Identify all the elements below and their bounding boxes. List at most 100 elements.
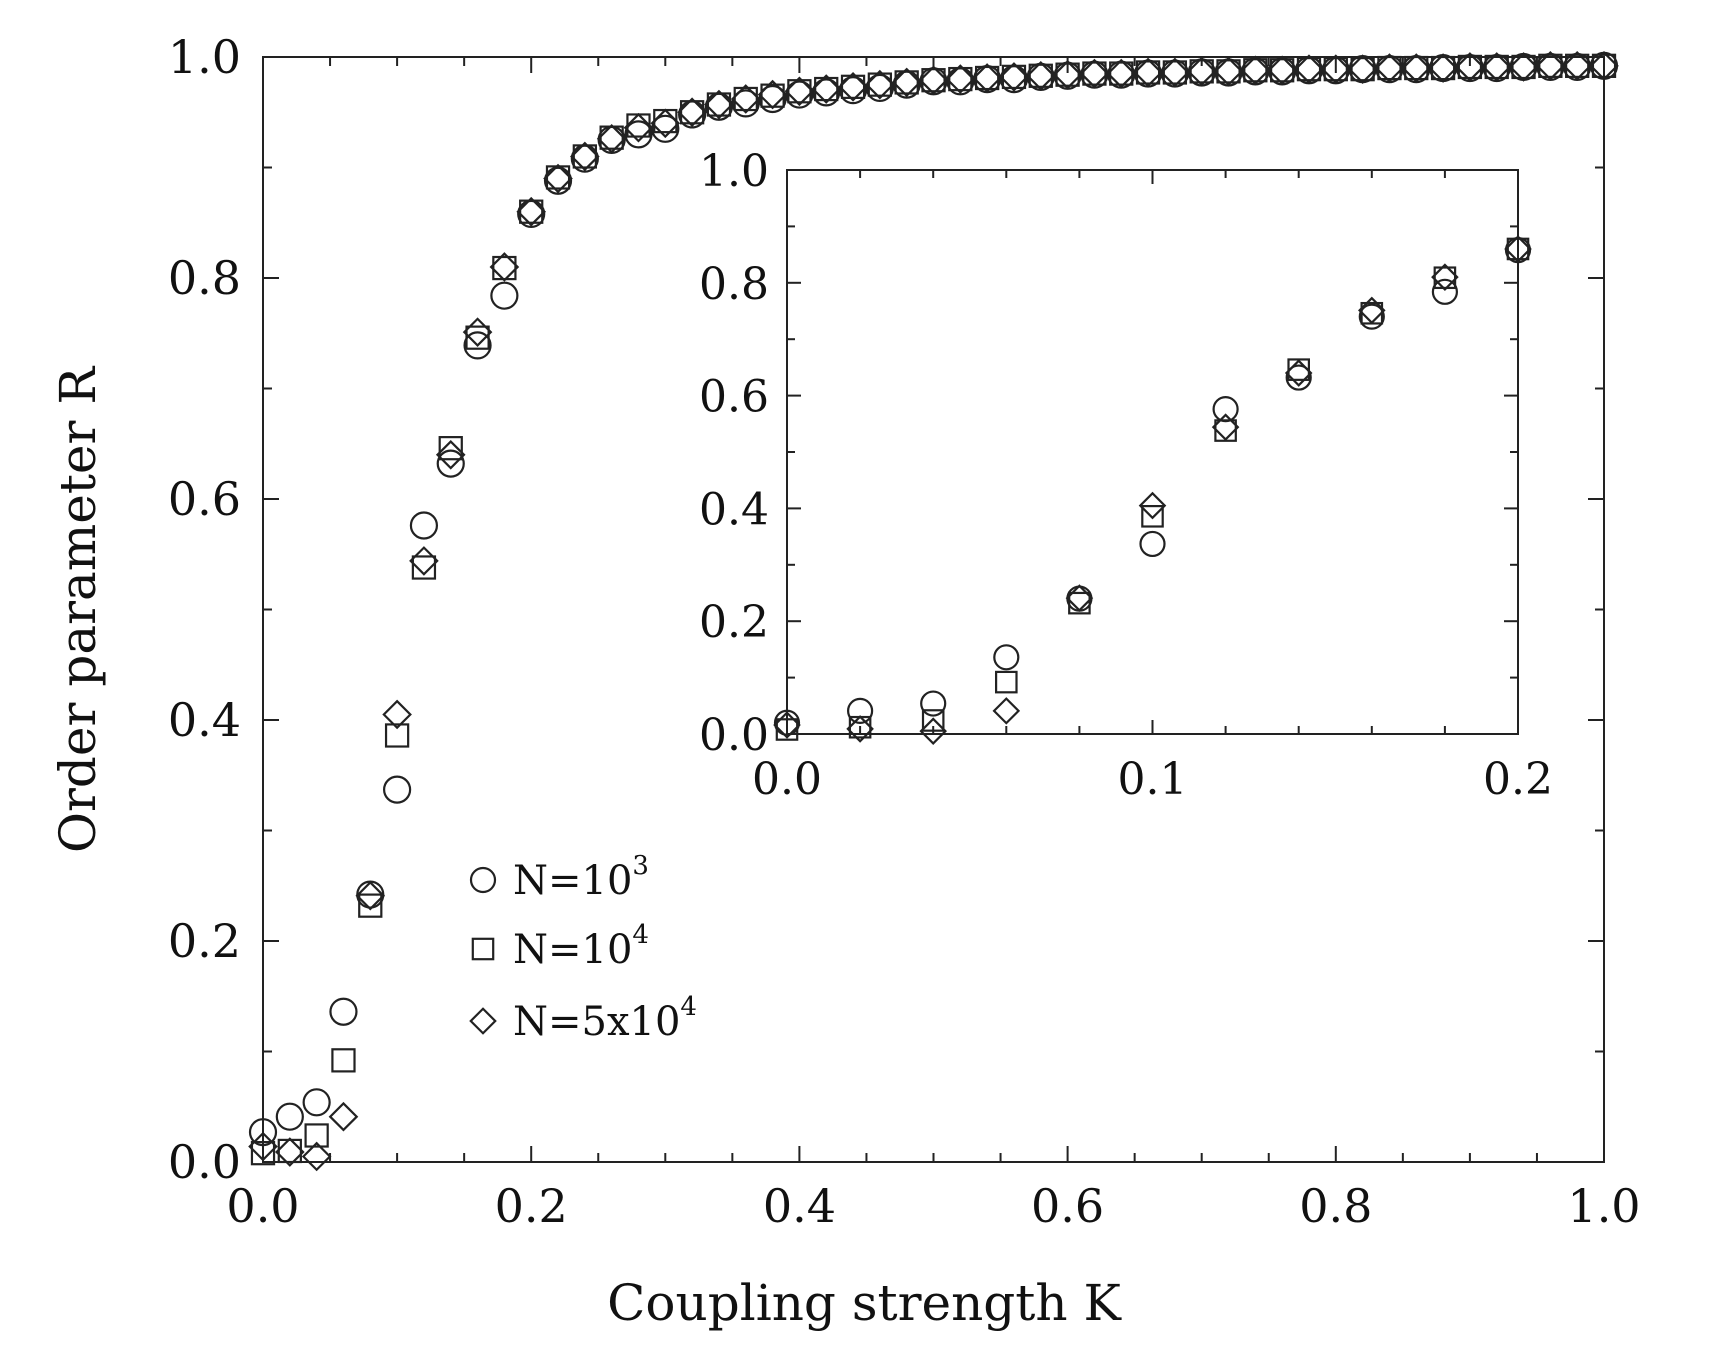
- data-point-diamond: [1320, 54, 1351, 84]
- data-point-square: [706, 92, 732, 117]
- data-point-diamond: [516, 196, 547, 227]
- data-point-diamond: [1138, 491, 1167, 520]
- x-tick-label: 0.2: [495, 1179, 568, 1233]
- data-point-square: [1216, 59, 1241, 84]
- data-point-square: [1404, 55, 1429, 81]
- data-point-square: [572, 144, 597, 169]
- data-point-square: [974, 65, 1000, 91]
- data-point-circle: [436, 449, 465, 478]
- data-point-square: [1538, 53, 1563, 78]
- data-point-square: [1377, 55, 1402, 81]
- y-tick-label: 0.8: [168, 251, 241, 305]
- data-point-square: [1162, 60, 1188, 85]
- data-point-diamond: [1079, 58, 1110, 89]
- data-point-square: [994, 670, 1018, 694]
- data-point-square: [894, 70, 919, 95]
- data-point-square: [775, 718, 799, 741]
- data-point-circle: [993, 644, 1020, 671]
- data-point-square: [304, 1123, 329, 1148]
- legend: N=103 N=104 N=5x104: [469, 851, 697, 1045]
- data-point-square: [1109, 61, 1134, 86]
- data-point-square: [1028, 63, 1053, 88]
- data-point-diamond: [1160, 57, 1190, 88]
- legend-entry: N=5x104: [513, 992, 697, 1045]
- data-point-square: [921, 68, 946, 93]
- data-point-diamond: [1267, 55, 1297, 86]
- data-point-circle: [651, 114, 680, 143]
- data-point-diamond: [919, 717, 947, 745]
- data-point-square: [438, 436, 463, 461]
- data-point-diamond: [623, 112, 654, 143]
- data-point-diamond: [248, 1131, 278, 1162]
- inset-tick-labels: 0.0 0.1 0.2 0.0 0.2 0.4 0.6 0.8 1.0: [699, 146, 1553, 805]
- data-point-circle: [302, 1088, 331, 1117]
- data-point-diamond: [570, 141, 600, 172]
- data-point-square: [867, 72, 893, 97]
- x-tick-label: 0.4: [763, 1179, 836, 1233]
- data-point-diamond: [891, 67, 922, 98]
- data-point-diamond: [409, 546, 439, 576]
- data-point-diamond: [704, 89, 734, 120]
- data-point-diamond: [999, 62, 1029, 92]
- data-point-diamond: [596, 123, 627, 154]
- data-point-diamond: [275, 1137, 305, 1167]
- data-point-diamond: [489, 252, 520, 282]
- inset-ticks: [786, 169, 1519, 735]
- data-point-diamond: [757, 79, 788, 110]
- data-point-square: [948, 66, 973, 92]
- y-tick-label: 1.0: [168, 30, 241, 84]
- x-tick-label: 0.0: [226, 1179, 299, 1233]
- y-tick-label: 0.0: [168, 1135, 241, 1189]
- y-axis-title: Order parameter R: [49, 366, 107, 853]
- data-point-square: [1189, 59, 1214, 84]
- data-point-diamond: [773, 711, 801, 739]
- data-point-diamond: [1431, 263, 1459, 291]
- data-point-diamond: [382, 699, 412, 730]
- x-tick-label: 0.6: [1031, 1179, 1104, 1233]
- y-tick-label: 0.0: [699, 710, 769, 761]
- data-point-square: [1296, 57, 1322, 82]
- data-point-diamond: [1284, 359, 1313, 387]
- y-tick-label: 0.6: [699, 372, 769, 423]
- data-point-diamond: [1358, 296, 1386, 325]
- data-point-diamond: [1428, 53, 1458, 83]
- y-tick-label: 0.4: [168, 693, 241, 747]
- data-point-diamond: [1065, 584, 1094, 612]
- data-point-diamond: [838, 72, 868, 102]
- data-point-circle: [1139, 530, 1166, 558]
- data-point-circle: [383, 775, 412, 804]
- data-point-diamond: [1589, 51, 1619, 81]
- data-point-diamond: [1025, 60, 1056, 91]
- data-point-square: [358, 893, 383, 918]
- data-point-diamond: [1508, 52, 1539, 82]
- x-tick-label: 0.0: [752, 754, 822, 805]
- data-point-circle: [920, 690, 947, 717]
- data-point-circle: [731, 89, 760, 118]
- data-point-square: [1270, 58, 1295, 83]
- data-point-diamond: [462, 317, 493, 347]
- data-point-square: [1484, 54, 1509, 80]
- data-point-circle: [865, 73, 894, 103]
- data-point-circle: [543, 166, 573, 195]
- data-point-diamond: [945, 64, 976, 94]
- data-point-square: [1055, 62, 1080, 87]
- data-point-diamond: [1213, 56, 1244, 87]
- legend-entry: N=103: [513, 851, 649, 904]
- data-point-square: [1565, 53, 1590, 78]
- legend-marker-square: [471, 937, 495, 961]
- data-point-square: [1511, 54, 1536, 80]
- data-point-diamond: [1240, 55, 1271, 86]
- data-point-diamond: [1106, 58, 1137, 89]
- data-point-square: [331, 1048, 356, 1073]
- data-point-square: [1506, 237, 1530, 261]
- data-point-square: [1430, 55, 1456, 81]
- data-point-square: [679, 100, 705, 125]
- data-point-diamond: [1562, 51, 1592, 81]
- inset-markers: [773, 235, 1532, 745]
- data-point-square: [1068, 591, 1091, 615]
- data-point-circle: [463, 331, 492, 360]
- data-point-square: [921, 709, 945, 732]
- legend-marker-diamond: [469, 1007, 497, 1035]
- data-point-square: [384, 723, 410, 748]
